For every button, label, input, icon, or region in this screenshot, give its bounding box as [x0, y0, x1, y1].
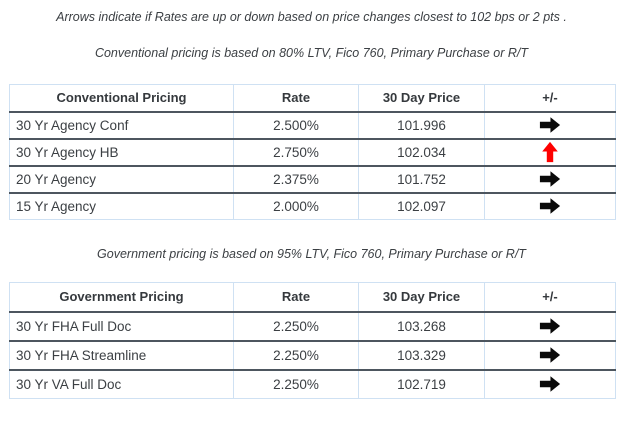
- conventional-header-row: Conventional Pricing Rate 30 Day Price +…: [9, 84, 616, 113]
- product-cell: 15 Yr Agency: [9, 192, 234, 220]
- rate-sheet-page: Arrows indicate if Rates are up or down …: [0, 10, 623, 399]
- right-arrow-icon: [539, 376, 561, 393]
- government-header-row: Government Pricing Rate 30 Day Price +/-: [9, 282, 616, 313]
- right-arrow-icon: [539, 117, 561, 133]
- product-cell: 20 Yr Agency: [9, 165, 234, 194]
- trend-cell: [484, 165, 616, 194]
- column-header-conventional-pricing: Conventional Pricing: [9, 84, 234, 113]
- rate-cell: 2.250%: [233, 311, 359, 342]
- table-row: 30 Yr Agency Conf 2.500% 101.996: [9, 111, 616, 140]
- product-cell: 30 Yr VA Full Doc: [9, 369, 234, 399]
- right-arrow-icon: [539, 318, 561, 334]
- trend-cell: [484, 340, 616, 371]
- column-header-rate: Rate: [233, 84, 359, 113]
- right-arrow-icon: [539, 171, 561, 187]
- price-cell: 103.268: [358, 311, 485, 342]
- column-header-30-day-price: 30 Day Price: [358, 84, 485, 113]
- table-row: 30 Yr Agency HB 2.750% 102.034: [9, 138, 616, 167]
- trend-cell: [484, 311, 616, 342]
- trend-cell: [484, 192, 616, 220]
- rate-cell: 2.250%: [233, 340, 359, 371]
- price-cell: 101.996: [358, 111, 485, 140]
- product-cell: 30 Yr Agency Conf: [9, 111, 234, 140]
- column-header-30-day-price: 30 Day Price: [358, 282, 485, 313]
- rate-cell: 2.000%: [233, 192, 359, 220]
- conventional-pricing-table: Conventional Pricing Rate 30 Day Price +…: [9, 84, 616, 220]
- price-cell: 101.752: [358, 165, 485, 194]
- table-row: 30 Yr FHA Streamline 2.250% 103.329: [9, 340, 616, 371]
- column-header-trend: +/-: [484, 282, 616, 313]
- table-row: 15 Yr Agency 2.000% 102.097: [9, 192, 616, 220]
- column-header-rate: Rate: [233, 282, 359, 313]
- right-arrow-icon: [539, 198, 561, 215]
- rate-cell: 2.375%: [233, 165, 359, 194]
- price-cell: 102.719: [358, 369, 485, 399]
- trend-cell: [484, 138, 616, 167]
- table-row: 20 Yr Agency 2.375% 101.752: [9, 165, 616, 194]
- rate-cell: 2.750%: [233, 138, 359, 167]
- government-pricing-table: Government Pricing Rate 30 Day Price +/-…: [9, 282, 616, 399]
- price-cell: 102.034: [358, 138, 485, 167]
- rate-cell: 2.500%: [233, 111, 359, 140]
- conventional-pricing-note: Conventional pricing is based on 80% LTV…: [94, 46, 529, 60]
- price-cell: 102.097: [358, 192, 485, 220]
- table-row: 30 Yr VA Full Doc 2.250% 102.719: [9, 369, 616, 399]
- arrows-explanation-note: Arrows indicate if Rates are up or down …: [56, 10, 567, 24]
- trend-cell: [484, 369, 616, 399]
- trend-cell: [484, 111, 616, 140]
- right-arrow-icon: [539, 347, 561, 363]
- product-cell: 30 Yr FHA Full Doc: [9, 311, 234, 342]
- government-pricing-note: Government pricing is based on 95% LTV, …: [97, 247, 526, 261]
- column-header-trend: +/-: [484, 84, 616, 113]
- price-cell: 103.329: [358, 340, 485, 371]
- rate-cell: 2.250%: [233, 369, 359, 399]
- table-row: 30 Yr FHA Full Doc 2.250% 103.268: [9, 311, 616, 342]
- column-header-government-pricing: Government Pricing: [9, 282, 234, 313]
- product-cell: 30 Yr Agency HB: [9, 138, 234, 167]
- up-arrow-icon: [542, 141, 558, 163]
- product-cell: 30 Yr FHA Streamline: [9, 340, 234, 371]
